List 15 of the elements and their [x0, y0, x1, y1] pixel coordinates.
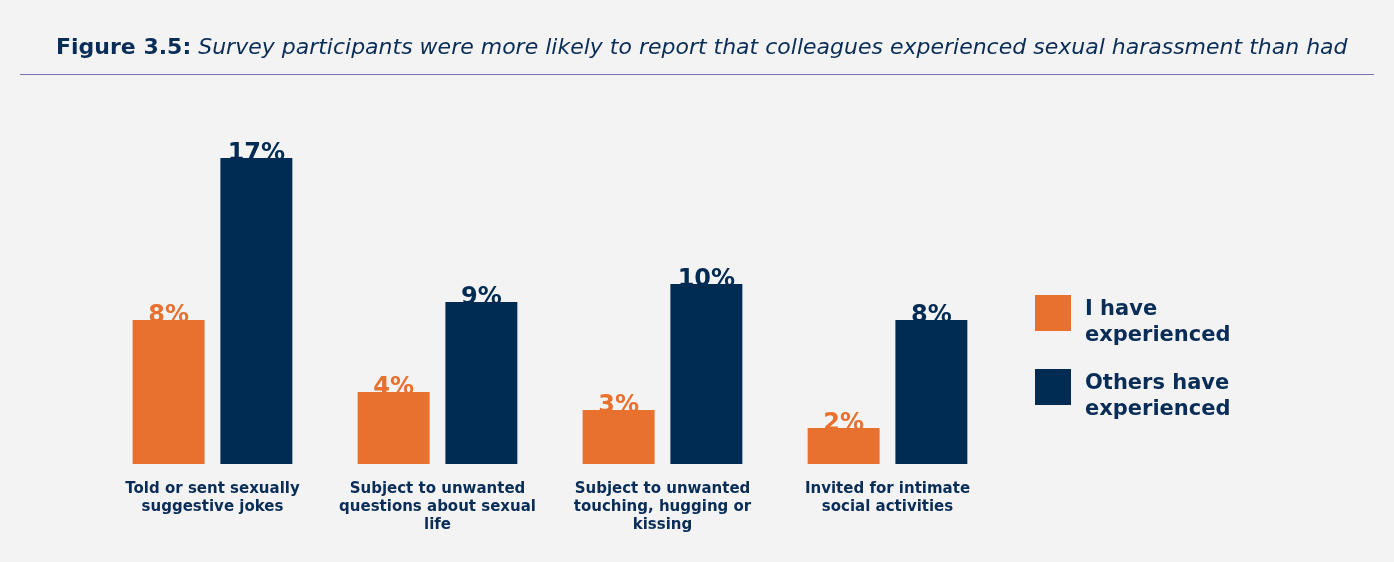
legend-label: I have experienced	[1085, 295, 1232, 347]
bar	[357, 392, 430, 464]
x-tick-label: Told or sent sexually suggestive jokes	[125, 478, 300, 515]
bar	[445, 302, 518, 464]
bar	[670, 284, 743, 464]
x-tick-label: Subject to unwanted questions about sexual life	[339, 478, 536, 533]
legend-label: Others have experienced	[1085, 369, 1232, 421]
bar	[895, 320, 968, 464]
bar	[220, 158, 293, 464]
bar	[132, 320, 205, 464]
x-tick-label: Invited for intimate social activities	[804, 478, 971, 515]
bar	[582, 410, 655, 464]
x-tick-label: Subject to unwanted touching, hugging or kissing	[573, 478, 752, 533]
bar	[807, 428, 880, 464]
chart-title: Figure 3.5: Survey participants were more likely to report that colleagues experienced sexual harassment than had	[56, 34, 1348, 59]
